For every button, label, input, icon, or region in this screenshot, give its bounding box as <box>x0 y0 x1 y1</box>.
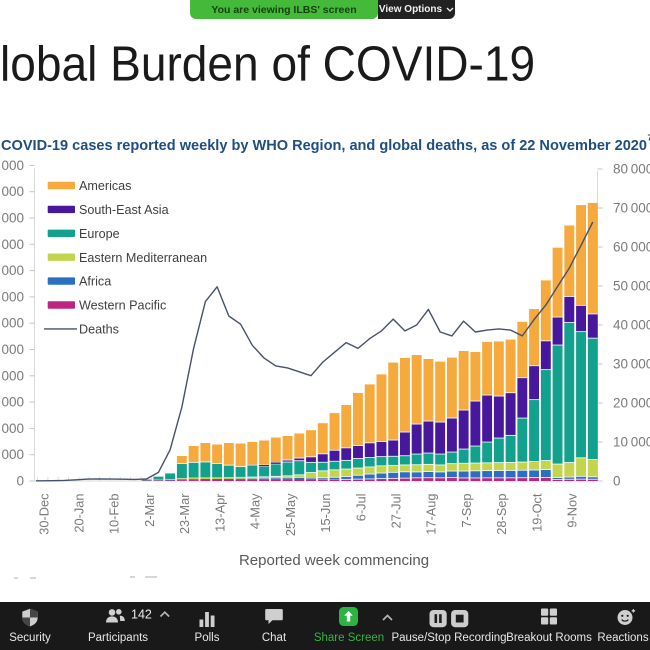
svg-text:4-May: 4-May <box>248 493 263 529</box>
svg-text:20 000: 20 000 <box>613 396 650 411</box>
svg-text:0: 0 <box>16 474 24 489</box>
svg-text:19-Oct: 19-Oct <box>529 493 544 532</box>
svg-text:South-East Asia: South-East Asia <box>79 203 169 217</box>
svg-text:000: 000 <box>1 421 24 436</box>
svg-text:30 000: 30 000 <box>613 357 650 372</box>
svg-text:0: 0 <box>613 474 621 489</box>
svg-text:10 000: 10 000 <box>613 435 650 450</box>
svg-text:50 000: 50 000 <box>613 279 650 294</box>
svg-text:28-Sep: 28-Sep <box>494 494 509 535</box>
svg-text:000: 000 <box>1 211 24 226</box>
svg-text:Eastern Mediterranean: Eastern Mediterranean <box>79 251 207 265</box>
svg-text:000: 000 <box>1 395 24 410</box>
svg-text:25-May: 25-May <box>283 493 298 536</box>
svg-text:27-Jul: 27-Jul <box>389 494 404 529</box>
svg-text:7-Sep: 7-Sep <box>459 494 474 528</box>
svg-text:Europe: Europe <box>79 227 120 241</box>
svg-text:23-Mar: 23-Mar <box>177 493 192 534</box>
svg-text:Africa: Africa <box>79 275 111 289</box>
svg-text:Americas: Americas <box>79 179 131 193</box>
svg-text:000: 000 <box>1 289 24 304</box>
svg-text:7: 7 <box>648 133 650 143</box>
svg-text:15-Jun: 15-Jun <box>318 494 333 533</box>
svg-text:000: 000 <box>1 237 24 252</box>
svg-text:000: 000 <box>1 342 24 357</box>
svg-text:000: 000 <box>1 368 24 383</box>
svg-text:Global Burden of COVID-19: Global Burden of COVID-19 <box>0 37 535 92</box>
svg-text:142: 142 <box>131 608 152 622</box>
svg-text:COVID-19 cases reported weekly: COVID-19 cases reported weekly by WHO Re… <box>1 138 647 154</box>
svg-text:000: 000 <box>1 316 24 331</box>
svg-text:6-Jul: 6-Jul <box>353 494 368 522</box>
svg-text:10-Feb: 10-Feb <box>107 494 122 535</box>
svg-text:Western Pacific: Western Pacific <box>79 299 166 313</box>
svg-text:Deaths: Deaths <box>79 323 119 337</box>
svg-text:80 000: 80 000 <box>613 162 650 177</box>
svg-text:30-Dec: 30-Dec <box>36 493 51 535</box>
svg-text:000: 000 <box>1 184 24 199</box>
svg-text:70 000: 70 000 <box>613 201 650 216</box>
svg-text:17-Aug: 17-Aug <box>424 494 439 535</box>
svg-text:000: 000 <box>1 263 24 278</box>
svg-text:Reported week commencing: Reported week commencing <box>239 552 429 569</box>
svg-text:9-Nov: 9-Nov <box>565 493 580 528</box>
svg-text:000: 000 <box>1 158 24 173</box>
svg-text:000: 000 <box>1 447 24 462</box>
svg-text:2-Mar: 2-Mar <box>142 493 157 527</box>
svg-text:40 000: 40 000 <box>613 318 650 333</box>
svg-text:20-Jan: 20-Jan <box>72 494 87 533</box>
svg-text:13-Apr: 13-Apr <box>212 493 227 532</box>
svg-text:60 000: 60 000 <box>613 240 650 255</box>
